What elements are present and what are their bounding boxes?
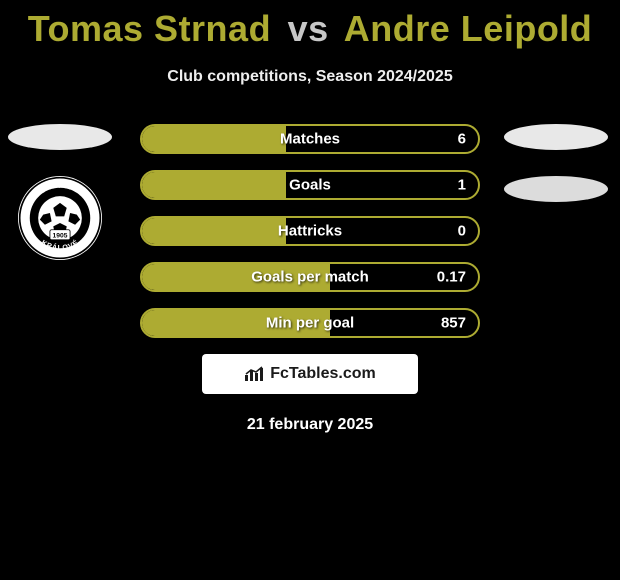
stat-bar-label: Goals per match [251, 269, 369, 286]
stat-bar: Matches 6 [140, 124, 480, 154]
stat-bar: Min per goal 857 [140, 308, 480, 338]
stat-bar: Goals 1 [140, 170, 480, 200]
club-badge: FC HRADEC KRÁLOVÉ 1905 [18, 176, 102, 260]
left-column: FC HRADEC KRÁLOVÉ 1905 [8, 124, 112, 260]
stat-bar-value: 6 [458, 131, 466, 148]
club-badge-icon: FC HRADEC KRÁLOVÉ 1905 [18, 176, 102, 260]
stat-bar: Goals per match 0.17 [140, 262, 480, 292]
comparison-title: Tomas Strnad vs Andre Leipold [0, 0, 620, 50]
stat-bar-value: 1 [458, 177, 466, 194]
player1-placeholder-oval [8, 124, 112, 150]
stat-bar-value: 857 [441, 315, 466, 332]
bar-chart-icon [244, 365, 266, 383]
stat-bar-fill [142, 218, 286, 244]
stat-bar-value: 0 [458, 223, 466, 240]
svg-text:1905: 1905 [53, 232, 68, 239]
stat-bar-fill [142, 172, 286, 198]
stat-bar-label: Hattricks [278, 223, 342, 240]
date-text: 21 february 2025 [0, 416, 620, 434]
stat-bar-label: Goals [289, 177, 331, 194]
stat-bar: Hattricks 0 [140, 216, 480, 246]
brand-footer[interactable]: FcTables.com [202, 354, 418, 394]
stat-bar-label: Matches [280, 131, 340, 148]
subtitle: Club competitions, Season 2024/2025 [0, 68, 620, 86]
player1-name: Tomas Strnad [28, 8, 271, 49]
brand-text: FcTables.com [270, 365, 376, 383]
vs-separator: vs [288, 8, 329, 49]
player2-name: Andre Leipold [344, 8, 593, 49]
stat-bar-fill [142, 126, 286, 152]
stat-bars: Matches 6 Goals 1 Hattricks 0 Goals per match 0… [140, 124, 480, 338]
stat-bar-value: 0.17 [437, 269, 466, 286]
right-column [504, 124, 608, 228]
player2-placeholder-oval-2 [504, 176, 608, 202]
player2-placeholder-oval-1 [504, 124, 608, 150]
content-area: FC HRADEC KRÁLOVÉ 1905 Matches 6 Goals 1 Hat… [0, 124, 620, 434]
stat-bar-label: Min per goal [266, 315, 354, 332]
